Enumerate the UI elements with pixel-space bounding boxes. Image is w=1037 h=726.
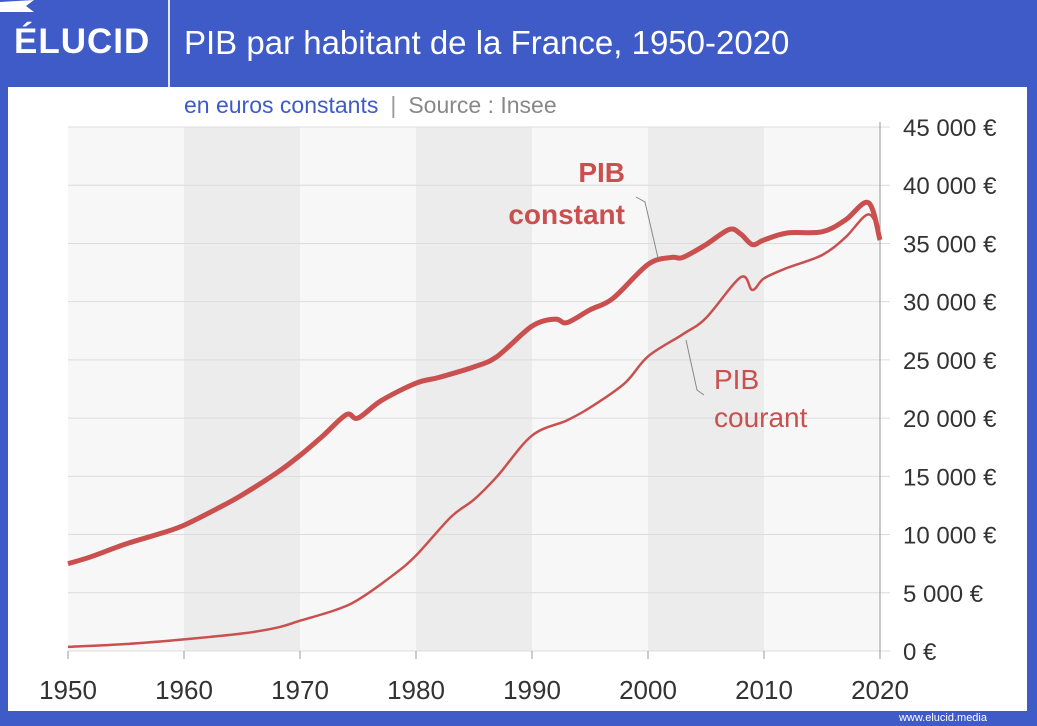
y-tick-label: 20 000 € [903, 406, 997, 433]
x-tick-label: 2020 [851, 675, 909, 705]
series-label: PIB [714, 364, 759, 395]
decade-band [648, 127, 764, 651]
series-line-courant [67, 213, 882, 649]
y-tick-label: 0 € [903, 639, 937, 666]
subtitle: en euros constants | Source : Insee [184, 92, 557, 119]
series-label: PIB [578, 157, 625, 188]
footer-url[interactable]: www.elucid.media [898, 712, 987, 724]
series-label: constant [508, 199, 625, 230]
header: ÉLUCID PIB par habitant de la France, 19… [0, 0, 1037, 87]
y-tick-label: 45 000 € [903, 115, 997, 142]
decade-band [184, 127, 300, 651]
x-tick-label: 1950 [39, 675, 97, 705]
y-tick-label: 30 000 € [903, 290, 997, 317]
x-tick-label: 1980 [387, 675, 445, 705]
subtitle-separator: | [390, 92, 397, 118]
x-tick-label: 1990 [503, 675, 561, 705]
elucid-flag-icon [0, 0, 34, 12]
y-tick-label: 5 000 € [903, 581, 984, 608]
y-tick-label: 40 000 € [903, 173, 997, 200]
header-divider [168, 0, 170, 87]
elucid-logo: ÉLUCID [14, 22, 151, 61]
decade-band [416, 127, 532, 651]
y-tick-label: 15 000 € [903, 464, 997, 491]
x-tick-label: 2010 [735, 675, 793, 705]
x-tick-label: 1970 [271, 675, 329, 705]
y-tick-label: 25 000 € [903, 348, 997, 375]
x-tick-label: 1960 [155, 675, 213, 705]
series-label: courant [714, 402, 808, 433]
x-tick-label: 2000 [619, 675, 677, 705]
constant-leader-line [635, 196, 659, 259]
courant-leader-line [685, 339, 705, 396]
chart-title: PIB par habitant de la France, 1950-2020 [184, 24, 790, 61]
y-tick-label: 10 000 € [903, 523, 997, 550]
source-label: Source : Insee [408, 92, 557, 118]
y-tick-label: 35 000 € [903, 231, 997, 258]
unit-label: en euros constants [184, 92, 379, 118]
